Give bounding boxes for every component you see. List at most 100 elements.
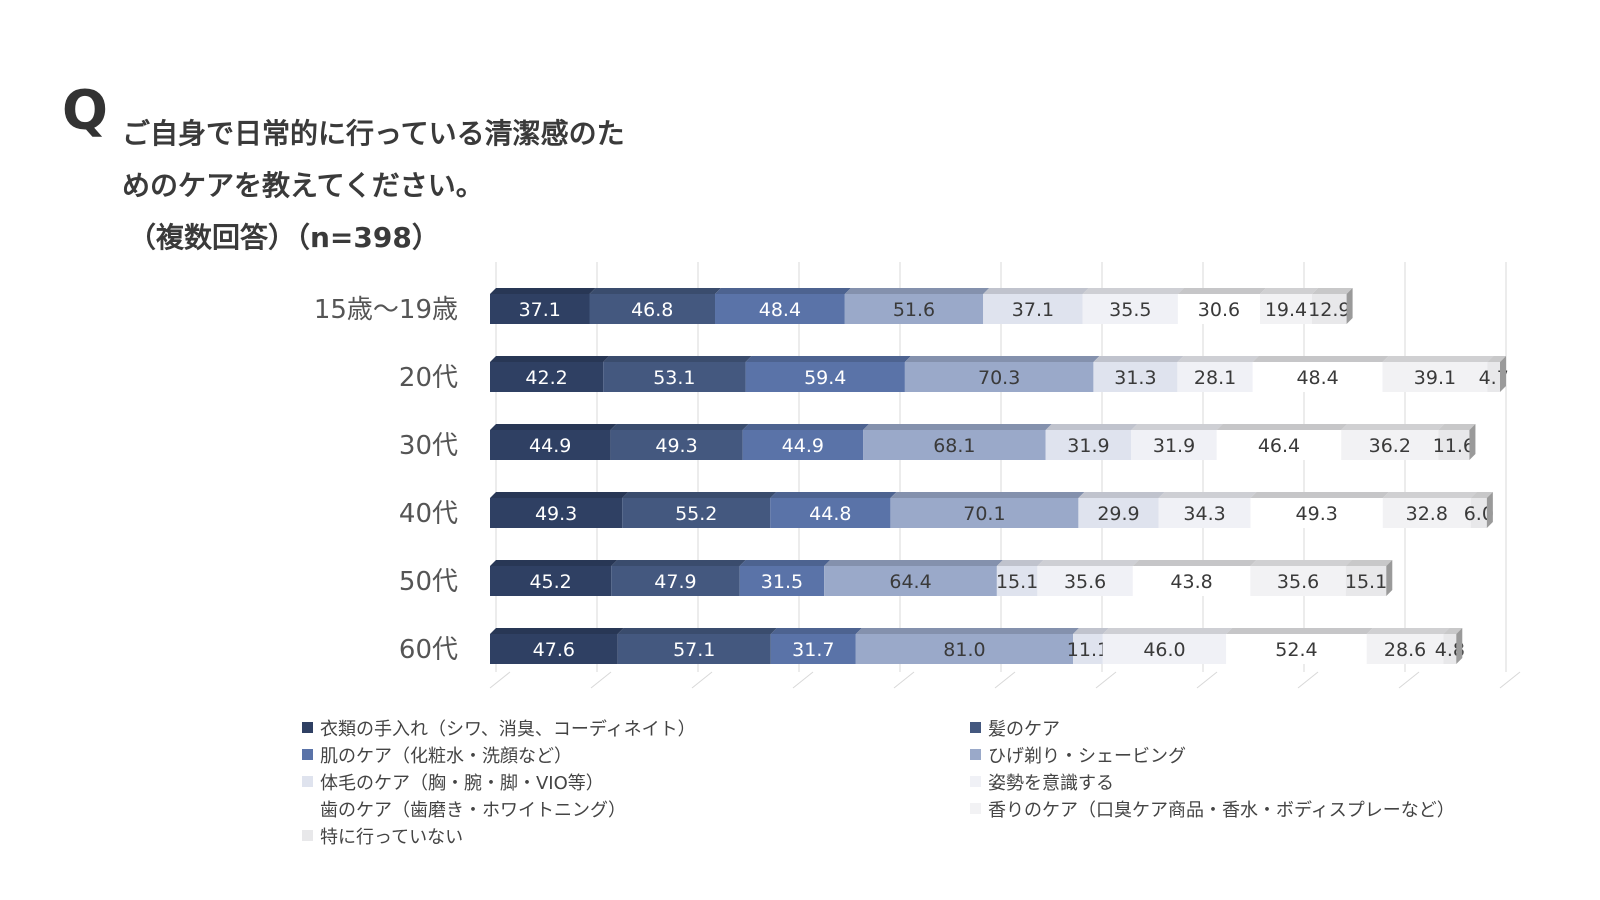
grid-floor-tick [994,671,1016,689]
bar-segment [1382,362,1488,392]
bar-segment-top [996,560,1044,566]
bar-segment [1438,430,1470,460]
data-label: 36.2 [1369,435,1411,457]
data-label: 49.3 [535,503,577,525]
data-label: 12.9 [1308,299,1350,321]
bar-segment-top [904,356,1100,362]
legend-item: 特に行っていない [302,824,970,848]
data-label: 30.6 [1198,299,1240,321]
grid-floor-tick [1095,671,1117,689]
legend-label: 姿勢を意識する [988,772,1114,794]
bar-segment-top [863,424,1052,430]
bar-end-face [1386,560,1393,596]
grid-floor-tick [1196,671,1218,689]
legend-label: 香りのケア（口臭ケア商品・香水・ボディスプレーなど） [988,799,1455,821]
grid-floor-tick [691,671,713,689]
data-label: 29.9 [1097,503,1139,525]
bar-segment-top [983,288,1089,294]
bar-segment [1037,566,1133,596]
data-label: 31.7 [792,639,834,661]
question-line-3: （複数回答）（n=398） [128,221,440,254]
data-label: 49.3 [1296,503,1338,525]
data-label: 53.1 [653,367,695,389]
legend-label: 衣類の手入れ（シワ、消臭、コーディネイト） [320,718,696,740]
grid-floor-tick [489,671,511,689]
category-label: 30代 [399,431,458,461]
data-label: 44.9 [782,435,824,457]
legend-swatch [302,722,313,733]
legend-label: 歯のケア（歯磨き・ホワイトニング） [320,799,626,821]
data-label: 31.9 [1153,435,1195,457]
question-mark-label: Q [62,79,108,142]
bar-segment [1177,362,1253,392]
legend-label: 肌のケア（化粧水・洗顔など） [320,745,572,767]
legend-swatch [302,749,313,760]
bar-segment [1311,294,1347,324]
bar-segment [1487,362,1500,392]
data-label: 35.6 [1277,571,1319,593]
bar-segment [1078,498,1159,528]
data-label: 15.1 [996,571,1038,593]
bar-segment [1250,566,1346,596]
data-label: 11.6 [1433,435,1475,457]
bar-segment-top [742,424,870,430]
bar-segment [1250,498,1383,528]
data-label: 55.2 [675,503,717,525]
bar-segment [1132,566,1251,596]
bar-segment [1102,634,1227,664]
bar-segment-top [490,628,624,634]
data-label: 19.4 [1265,299,1307,321]
legend-swatch [970,803,981,814]
bar-segment-top [1470,492,1493,498]
bar-segment-top [1078,492,1165,498]
grid-floor-tick [1398,671,1420,689]
bar-segment [622,498,771,528]
bar-segment-top [1177,288,1266,294]
bar-segment [904,362,1094,392]
data-label: 59.4 [804,367,846,389]
bar-segment [745,362,905,392]
bar-segment-top [855,628,1080,634]
bar-end-face [1456,628,1463,664]
legend-item: 肌のケア（化粧水・洗顔など） [302,743,970,767]
bar-segment [844,294,984,324]
question-line-1: ご自身で日常的に行っている清潔感のた [122,117,625,150]
bar-segment [1216,430,1342,460]
bar-segment [1045,430,1132,460]
data-label: 48.4 [1296,367,1338,389]
bar-segment-top [1131,424,1223,430]
bar-segment-top [890,492,1085,498]
legend-item: 衣類の手入れ（シワ、消臭、コーディネイト） [302,716,970,740]
bar-segment [1366,634,1444,664]
bar-segment [490,634,618,664]
bar-segment [610,430,743,460]
data-label: 35.6 [1064,571,1106,593]
bar-segment-top [1345,560,1393,566]
bar-segment [1382,498,1471,528]
bar-segment-top [1487,356,1506,362]
bar-segment-top [1226,628,1373,634]
bar-segment-top [490,560,618,566]
bar-segment-top [1093,356,1184,362]
data-label: 45.2 [529,571,571,593]
bar-segment-top [1073,628,1109,634]
bar-segment [1158,498,1251,528]
data-label: 34.3 [1183,503,1225,525]
chart-legend: 衣類の手入れ（シワ、消臭、コーディネイト） 髪のケア 肌のケア（化粧水・洗顔など） ひ… [302,716,1562,848]
legend-item: ひげ剃り・シェービング [970,743,1560,767]
bar-segment-top [1382,492,1477,498]
data-label: 47.6 [533,639,575,661]
bar-segment-top [490,288,596,294]
bar-segment [490,498,623,528]
legend-swatch [302,776,313,787]
data-label: 70.1 [963,503,1005,525]
data-label: 44.8 [809,503,851,525]
bar-segment [1073,634,1103,664]
bar-segment [863,430,1046,460]
bar-end-face [1469,424,1476,460]
bar-end-face [1346,288,1353,324]
bar-segment-top [1341,424,1445,430]
legend-item: 香りのケア（口臭ケア商品・香水・ボディスプレーなど） [970,797,1560,821]
bar-segment [1252,362,1383,392]
bar-segment-top [1045,424,1138,430]
